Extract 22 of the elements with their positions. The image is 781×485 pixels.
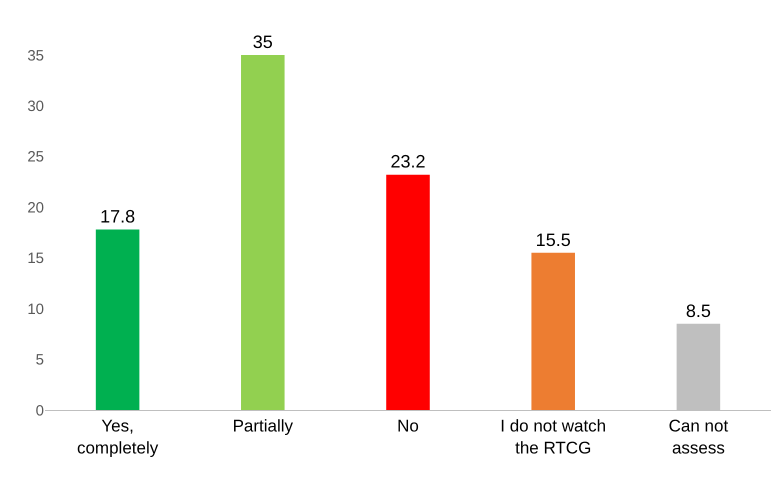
y-tick-label: 20 xyxy=(27,199,44,216)
y-tick-label: 0 xyxy=(36,402,44,420)
y-tick-label: 25 xyxy=(27,148,44,166)
x-tick-label: No xyxy=(397,416,419,436)
x-tick-label: I do not watch the RTCG xyxy=(500,416,606,458)
data-label: 23.2 xyxy=(390,152,426,172)
x-tick-label: Can not assess xyxy=(668,416,728,458)
bar xyxy=(96,229,140,410)
y-tick-label: 30 xyxy=(27,98,44,115)
y-tick-label: 35 xyxy=(27,47,44,64)
bar xyxy=(386,174,430,410)
data-label: 15.5 xyxy=(536,230,571,250)
x-tick-label: Yes, completely xyxy=(76,416,159,458)
data-label: 35 xyxy=(252,32,273,52)
y-tick-label: 15 xyxy=(27,250,44,268)
bar xyxy=(241,55,285,410)
y-tick-label: 10 xyxy=(27,300,44,318)
data-label: 8.5 xyxy=(686,300,711,321)
bar xyxy=(531,252,575,410)
data-label: 17.8 xyxy=(100,206,136,226)
x-tick-label: Partially xyxy=(232,416,294,436)
y-tick-label: 5 xyxy=(36,352,44,369)
